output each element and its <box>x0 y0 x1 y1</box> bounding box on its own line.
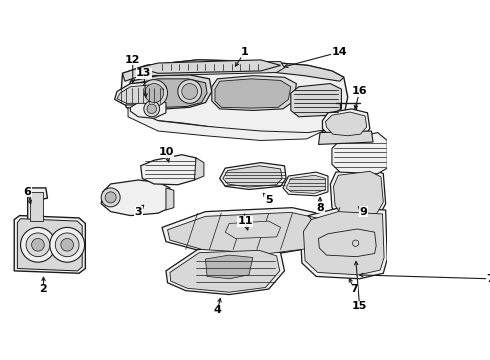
Circle shape <box>61 238 74 251</box>
Circle shape <box>55 233 79 257</box>
Text: 1: 1 <box>241 47 249 57</box>
Polygon shape <box>14 216 85 273</box>
Circle shape <box>147 104 156 114</box>
Polygon shape <box>322 109 370 139</box>
Circle shape <box>101 188 120 207</box>
Polygon shape <box>225 221 281 238</box>
Text: 12: 12 <box>125 55 141 65</box>
Polygon shape <box>283 172 328 196</box>
Text: 7: 7 <box>350 284 358 294</box>
Polygon shape <box>326 112 367 136</box>
Polygon shape <box>212 76 296 111</box>
Text: 14: 14 <box>332 47 347 57</box>
Circle shape <box>141 80 168 107</box>
Text: 8: 8 <box>316 203 324 213</box>
Circle shape <box>26 233 50 257</box>
Polygon shape <box>141 155 197 185</box>
Polygon shape <box>122 60 344 81</box>
Polygon shape <box>130 79 207 107</box>
Text: 2: 2 <box>40 284 48 294</box>
Polygon shape <box>121 60 348 134</box>
Polygon shape <box>166 247 285 294</box>
Polygon shape <box>162 208 332 255</box>
Polygon shape <box>330 168 386 220</box>
Polygon shape <box>334 171 383 216</box>
Text: 10: 10 <box>158 147 173 157</box>
Circle shape <box>178 80 201 103</box>
Circle shape <box>105 192 116 203</box>
Text: 5: 5 <box>265 195 272 205</box>
Text: 13: 13 <box>136 68 151 78</box>
Polygon shape <box>332 132 387 174</box>
Text: 6: 6 <box>24 187 31 197</box>
Polygon shape <box>117 84 164 103</box>
Text: 4: 4 <box>214 305 221 315</box>
Polygon shape <box>286 175 326 193</box>
Polygon shape <box>220 163 286 189</box>
Circle shape <box>182 84 197 99</box>
Polygon shape <box>303 212 384 275</box>
Polygon shape <box>17 219 82 271</box>
Polygon shape <box>138 60 281 73</box>
Polygon shape <box>101 180 170 216</box>
Text: 3: 3 <box>134 207 142 217</box>
Polygon shape <box>115 81 166 105</box>
Polygon shape <box>316 226 379 259</box>
Polygon shape <box>318 229 376 257</box>
Polygon shape <box>148 62 285 76</box>
Polygon shape <box>291 84 342 117</box>
Polygon shape <box>166 188 174 210</box>
Circle shape <box>32 238 44 251</box>
Circle shape <box>50 228 85 262</box>
Polygon shape <box>195 158 204 180</box>
Polygon shape <box>30 192 44 221</box>
Text: 11: 11 <box>237 216 253 226</box>
Polygon shape <box>318 131 373 144</box>
Polygon shape <box>223 166 282 187</box>
Polygon shape <box>170 250 280 292</box>
Polygon shape <box>215 79 291 108</box>
Polygon shape <box>300 208 387 279</box>
Circle shape <box>21 228 55 262</box>
Text: 9: 9 <box>360 207 368 217</box>
Text: 7: 7 <box>486 274 490 284</box>
Polygon shape <box>128 107 344 140</box>
Circle shape <box>144 101 160 117</box>
Circle shape <box>145 84 164 103</box>
Text: 15: 15 <box>352 301 368 311</box>
Polygon shape <box>27 188 48 237</box>
Text: 16: 16 <box>352 86 368 96</box>
Polygon shape <box>130 99 166 118</box>
Polygon shape <box>128 75 212 109</box>
Circle shape <box>352 240 359 246</box>
Polygon shape <box>168 212 327 253</box>
Polygon shape <box>205 255 253 279</box>
Polygon shape <box>305 228 383 265</box>
